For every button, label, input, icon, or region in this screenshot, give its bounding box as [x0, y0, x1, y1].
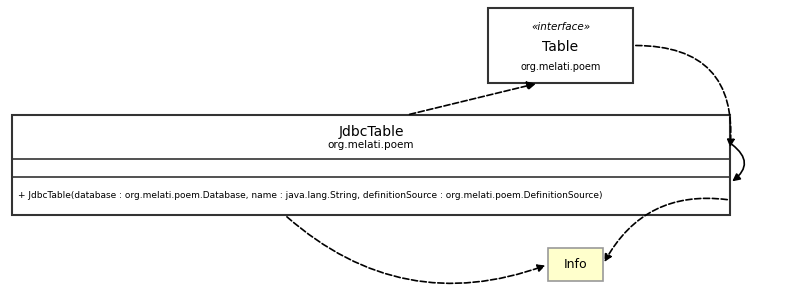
Text: org.melati.poem: org.melati.poem	[328, 140, 414, 150]
Text: + JdbcTable(database : org.melati.poem.Database, name : java.lang.String, defini: + JdbcTable(database : org.melati.poem.D…	[18, 192, 603, 200]
FancyArrowPatch shape	[732, 145, 744, 180]
Text: JdbcTable: JdbcTable	[338, 125, 404, 139]
FancyArrowPatch shape	[605, 198, 727, 260]
Bar	[488, 8, 633, 83]
Bar	[548, 248, 603, 281]
Text: Info: Info	[563, 258, 587, 271]
Text: Table: Table	[542, 40, 579, 54]
FancyArrowPatch shape	[287, 217, 544, 283]
Bar	[12, 115, 730, 215]
FancyArrowPatch shape	[410, 82, 534, 114]
Text: «interface»: «interface»	[531, 22, 590, 32]
Text: org.melati.poem: org.melati.poem	[521, 61, 600, 72]
FancyArrowPatch shape	[636, 45, 734, 146]
